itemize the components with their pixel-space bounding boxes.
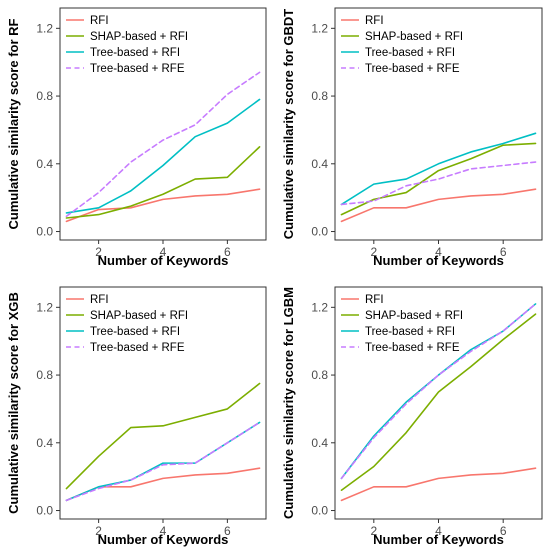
legend-label: SHAP-based + RFI [90, 310, 188, 322]
x-tick-label: 2 [370, 245, 377, 259]
series-line-tree-based-rfe [65, 421, 261, 502]
x-tick-label: 6 [224, 524, 231, 538]
y-tick-label: 0.8 [36, 368, 53, 382]
x-axis-title: Number of Keywords [98, 253, 229, 268]
y-axis-title: Cumulative similarity score for GBDT [281, 9, 296, 240]
y-tick-label: 1.2 [311, 300, 328, 314]
legend-label: RFI [365, 294, 384, 306]
series-line-rfi [340, 188, 537, 223]
legend-label: Tree-based + RFE [90, 342, 185, 354]
y-tick-label: 1.2 [36, 300, 53, 314]
x-tick-label: 4 [160, 245, 167, 259]
y-tick-label: 0.4 [311, 436, 328, 450]
y-tick-label: 0.0 [36, 504, 53, 518]
legend-label: RFI [90, 15, 109, 27]
legend-label: Tree-based + RFE [90, 63, 185, 75]
series-line-tree-based-rfe [65, 71, 261, 218]
legend-label: Tree-based + RFI [365, 47, 455, 59]
legend: RFI SHAP-based + RFI Tree-based + RFI Tree-… [341, 294, 463, 354]
x-tick-label: 2 [370, 524, 377, 538]
y-tick-label: 1.2 [311, 21, 328, 35]
x-tick-label: 4 [435, 524, 442, 538]
legend-label: Tree-based + RFE [365, 342, 460, 354]
series-line-shap-based-rfi [65, 382, 261, 490]
y-tick-label: 0.4 [311, 157, 328, 171]
legend-label: SHAP-based + RFI [365, 310, 463, 322]
legend: RFI SHAP-based + RFI Tree-based + RFI Tree-… [66, 15, 188, 75]
x-tick-label: 6 [500, 245, 507, 259]
y-tick-label: 0.4 [36, 436, 53, 450]
series-line-tree-based-rfi [340, 132, 537, 206]
y-tick-label: 0.0 [311, 225, 328, 239]
legend: RFI SHAP-based + RFI Tree-based + RFI Tree-… [66, 294, 188, 354]
y-tick-label: 0.4 [36, 157, 53, 171]
y-tick-label: 0.8 [36, 89, 53, 103]
x-axis-title: Number of Keywords [373, 532, 504, 547]
legend-label: SHAP-based + RFI [365, 31, 463, 43]
y-axis-title: Cumulative similarity score for XGB [6, 292, 21, 514]
legend-label: Tree-based + RFI [90, 326, 180, 338]
legend-label: Tree-based + RFE [365, 63, 460, 75]
series-line-tree-based-rfe [340, 161, 537, 206]
series-line-tree-based-rfi [65, 98, 261, 214]
legend-label: RFI [365, 15, 384, 27]
series-line-shap-based-rfi [65, 146, 261, 219]
y-tick-label: 0.0 [311, 504, 328, 518]
legend-label: Tree-based + RFI [365, 326, 455, 338]
series-line-tree-based-rfe [340, 303, 537, 480]
legend-label: RFI [90, 294, 109, 306]
x-tick-label: 2 [95, 524, 102, 538]
y-axis-title: Cumulative similarity score for RF [6, 18, 21, 229]
x-tick-label: 6 [224, 245, 231, 259]
series-line-shap-based-rfi [340, 313, 537, 492]
x-tick-label: 2 [95, 245, 102, 259]
x-tick-label: 4 [160, 524, 167, 538]
y-axis-title: Cumulative similarity score for LGBM [281, 287, 296, 519]
x-axis-title: Number of Keywords [373, 253, 504, 268]
series-line-shap-based-rfi [340, 142, 537, 216]
x-tick-label: 4 [435, 245, 442, 259]
x-tick-label: 6 [500, 524, 507, 538]
legend-label: Tree-based + RFI [90, 47, 180, 59]
legend: RFI SHAP-based + RFI Tree-based + RFI Tree-… [341, 15, 463, 75]
y-tick-label: 0.8 [311, 368, 328, 382]
series-line-rfi [65, 188, 261, 223]
y-tick-label: 0.8 [311, 89, 328, 103]
legend-label: SHAP-based + RFI [90, 31, 188, 43]
series-line-rfi [340, 467, 537, 502]
y-tick-label: 0.0 [36, 225, 53, 239]
x-axis-title: Number of Keywords [98, 532, 229, 547]
y-tick-label: 1.2 [36, 21, 53, 35]
